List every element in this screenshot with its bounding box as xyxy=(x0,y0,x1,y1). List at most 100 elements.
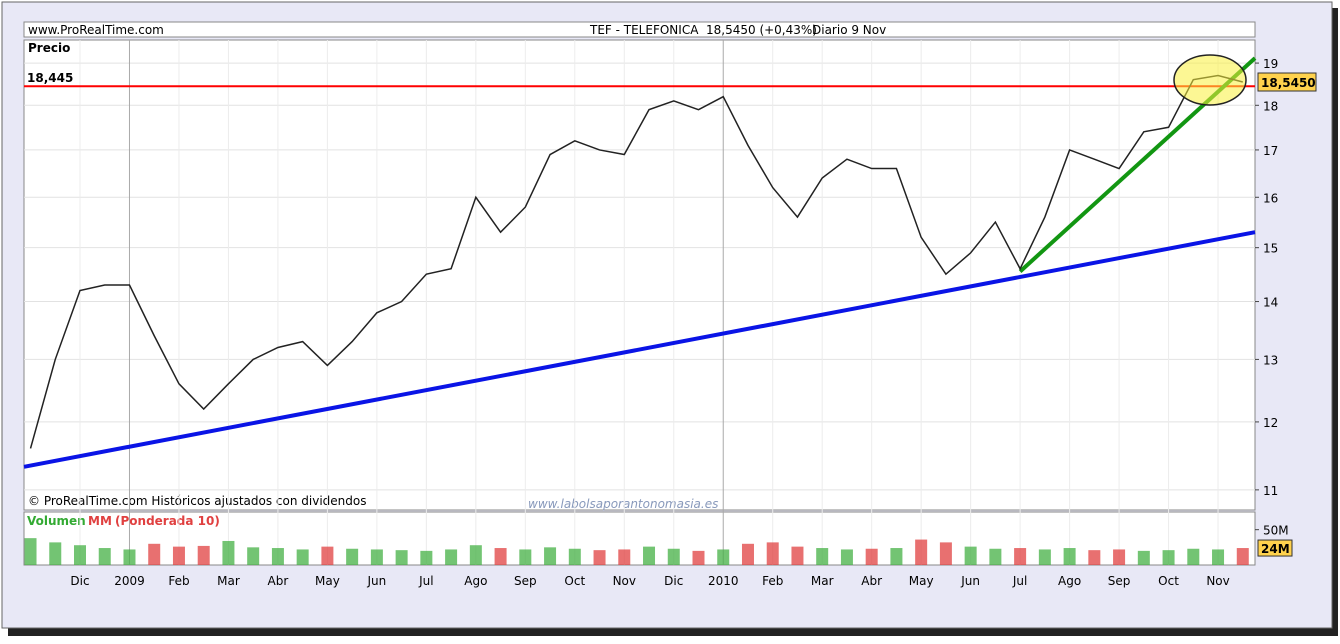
indicator: MM xyxy=(88,514,112,528)
volume-bar xyxy=(197,545,210,565)
price-panel xyxy=(23,39,1256,511)
last-value-box xyxy=(1257,72,1317,92)
volume-bar xyxy=(370,549,383,565)
header-bar xyxy=(23,21,1256,38)
x-tick-label: Jun xyxy=(960,574,980,588)
trendline xyxy=(23,230,1256,469)
volume-bar xyxy=(24,538,37,565)
y-tick-label: 19 xyxy=(1263,57,1278,71)
site: www.ProRealTime.com xyxy=(28,23,164,37)
volume-bar xyxy=(618,549,631,565)
last-volume-label: 24M xyxy=(1261,542,1290,556)
volume-bar xyxy=(172,546,185,565)
volume-bar xyxy=(816,548,829,565)
volume-bar xyxy=(247,547,260,565)
volume-bar xyxy=(593,550,606,565)
volume-bar xyxy=(865,548,878,565)
y-tick-label: 15 xyxy=(1263,242,1278,256)
volume-bar xyxy=(1088,550,1101,565)
x-tick-label: May xyxy=(315,574,340,588)
watermark: www.labolsaporantonomasia.es xyxy=(528,497,718,511)
volume-bar xyxy=(1162,550,1175,565)
volume-bar xyxy=(296,549,309,565)
volume-bar xyxy=(395,550,408,565)
x-tick-label: Abr xyxy=(861,574,882,588)
quote: 18,5450 (+0,43%) xyxy=(706,23,817,37)
volume-bar xyxy=(766,542,779,565)
volume-bar xyxy=(643,546,656,565)
x-tick-label: Ago xyxy=(1058,574,1081,588)
volume-bar xyxy=(692,550,705,565)
volume-bar xyxy=(568,548,581,565)
instrument: TEF - TELEFONICA xyxy=(589,23,699,37)
volume-bar xyxy=(840,549,853,565)
volume-bar xyxy=(989,548,1002,565)
x-tick-label: Dic xyxy=(664,574,683,588)
x-tick-label: Jun xyxy=(367,574,387,588)
x-tick-label: Mar xyxy=(811,574,834,588)
x-tick-label: 2009 xyxy=(114,574,145,588)
volume-bar xyxy=(1014,548,1027,565)
x-tick-label: Jul xyxy=(1012,574,1027,588)
period: Diario 9 Nov xyxy=(812,23,886,37)
volume-bar xyxy=(667,548,680,565)
last-value-label: 18,5450 xyxy=(1261,76,1316,90)
y-label: Precio xyxy=(28,41,70,55)
volume-bar xyxy=(1063,548,1076,565)
x-tick-label: Nov xyxy=(613,574,636,588)
x-tick-label: Oct xyxy=(1158,574,1179,588)
volume-bar xyxy=(74,545,86,565)
x-tick-label: Sep xyxy=(514,574,537,588)
x-tick-label: Dic xyxy=(70,574,89,588)
x-tick-label: Feb xyxy=(168,574,189,588)
volume-bar xyxy=(98,548,111,565)
volume-bar xyxy=(717,549,730,565)
highlight-circle xyxy=(1173,54,1247,106)
x-tick-label: 2010 xyxy=(708,574,739,588)
volume-bar xyxy=(890,548,903,565)
y-tick-label: 12 xyxy=(1263,416,1278,430)
y-tick-label: 17 xyxy=(1263,144,1278,158)
y-tick-label: 18 xyxy=(1263,99,1278,113)
y-tick-label: 50M xyxy=(1263,524,1289,538)
volume-bar xyxy=(420,550,433,565)
volume-bar xyxy=(1187,548,1200,565)
volume-bar xyxy=(222,540,235,565)
x-tick-label: May xyxy=(909,574,934,588)
last-volume-box xyxy=(1257,539,1293,557)
x-tick-label: Oct xyxy=(564,574,585,588)
x-tick-label: Sep xyxy=(1108,574,1131,588)
x-tick-label: Feb xyxy=(762,574,783,588)
volume-bar xyxy=(915,539,928,565)
x-tick-label: Ago xyxy=(464,574,487,588)
y-tick-label: 11 xyxy=(1263,484,1278,498)
price-line xyxy=(29,74,1243,449)
volume-bar xyxy=(445,549,458,565)
y-tick-label: 13 xyxy=(1263,353,1278,367)
volume-bar xyxy=(791,546,804,565)
volume-bar xyxy=(1137,550,1150,565)
volume-bar xyxy=(123,549,136,565)
x-tick-label: Abr xyxy=(268,574,289,588)
y-tick-label: 14 xyxy=(1263,296,1278,310)
indicator-label: (Ponderada 10) xyxy=(115,514,220,528)
volume-bar xyxy=(741,543,754,565)
y-tick-label: 16 xyxy=(1263,191,1278,205)
footnote: © ProRealTime.com Históricos ajustados c… xyxy=(28,494,366,508)
volume-bar xyxy=(1236,548,1249,565)
volume-bar xyxy=(346,548,359,565)
volume-title: Volumen xyxy=(27,514,86,528)
volume-bar xyxy=(49,542,62,565)
volume-bar xyxy=(939,542,952,565)
volume-bar xyxy=(1113,549,1126,565)
reference-label: 18,445 xyxy=(27,71,73,85)
volume-bar xyxy=(519,549,532,565)
x-tick-label: Mar xyxy=(217,574,240,588)
volume-bar xyxy=(964,546,977,565)
volume-bar xyxy=(544,547,557,565)
volume-bar xyxy=(494,548,507,565)
volume-bar xyxy=(271,548,284,565)
volume-bar xyxy=(321,546,334,565)
volume-bar xyxy=(469,545,482,565)
